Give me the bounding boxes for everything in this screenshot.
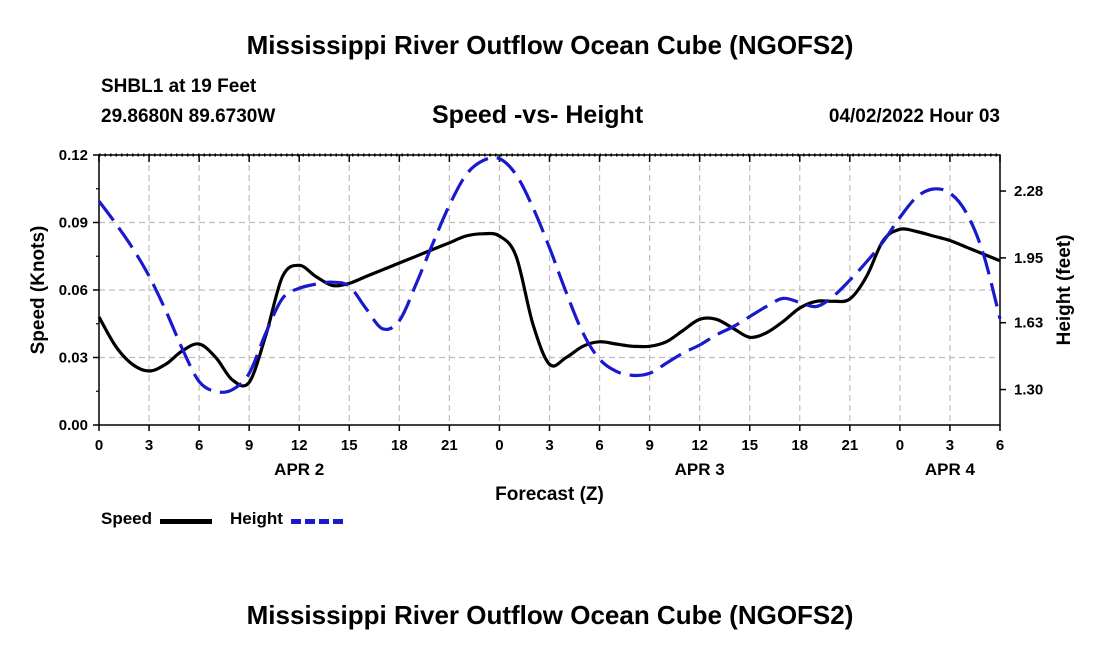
x-tick-label: 6 [195, 437, 203, 454]
x-tick-label: 15 [741, 437, 758, 454]
forecast-datetime: 04/02/2022 Hour 03 [828, 106, 1000, 127]
x-tick-label: 0 [495, 437, 503, 454]
x-tick-label: 18 [391, 437, 408, 454]
main-title: Mississippi River Outflow Ocean Cube (NG… [246, 30, 854, 60]
series [97, 155, 1002, 394]
station-coordinates: 29.8680N 89.6730W [101, 106, 276, 127]
footer-title: Mississippi River Outflow Ocean Cube (NG… [246, 600, 854, 630]
y2-tick-label: 1.95 [1014, 250, 1043, 267]
station-label: SHBL1 at 19 Feet [101, 76, 257, 97]
x-tick-label: 12 [291, 437, 308, 454]
y-tick-label: 0.12 [59, 147, 88, 164]
y2-axis-title: Height (feet) [1054, 235, 1075, 346]
date-label: APR 2 [274, 460, 324, 479]
x-tick-label: 6 [595, 437, 603, 454]
x-axis-title: Forecast (Z) [495, 484, 604, 505]
x-tick-label: 21 [441, 437, 458, 454]
date-label: APR 3 [675, 460, 725, 479]
x-tick-label: 0 [95, 437, 103, 454]
y2-tick-label: 1.30 [1014, 382, 1043, 399]
x-tick-label: 9 [645, 437, 653, 454]
grid [99, 155, 1000, 425]
date-label: APR 4 [925, 460, 976, 479]
legend-speed-label: Speed [101, 509, 153, 528]
x-tick-label: 3 [145, 437, 153, 454]
x-tick-label: 21 [841, 437, 858, 454]
x-tick-label: 18 [791, 437, 808, 454]
y-tick-label: 0.09 [59, 215, 88, 232]
x-tick-label: 9 [245, 437, 253, 454]
legend-height-swatch [291, 519, 343, 524]
legend-speed-swatch [160, 519, 212, 524]
y-tick-label: 0.06 [59, 282, 88, 299]
y-tick-label: 0.00 [59, 417, 88, 434]
y2-tick-label: 1.63 [1014, 315, 1043, 332]
y2-tick-label: 2.28 [1014, 183, 1043, 200]
series-line-speed [97, 227, 1001, 388]
y-tick-label: 0.03 [59, 350, 88, 367]
x-tick-label: 3 [545, 437, 553, 454]
x-tick-label: 15 [341, 437, 358, 454]
axis-ticks [93, 154, 1006, 431]
chart-subtitle: Speed -vs- Height [432, 101, 644, 129]
x-tick-label: 3 [946, 437, 954, 454]
x-tick-label: 12 [691, 437, 708, 454]
series-line-height [97, 155, 1002, 394]
legend-height-label: Height [230, 509, 283, 528]
y-axis-title: Speed (Knots) [28, 226, 49, 355]
x-tick-label: 0 [896, 437, 904, 454]
x-tick-label: 6 [996, 437, 1004, 454]
axis-labels: 0 3 6 9 12 15 18 21 0 3 6 9 12 15 18 21 0 3 6 0.00 0.03 0.06 0… [28, 147, 1075, 505]
